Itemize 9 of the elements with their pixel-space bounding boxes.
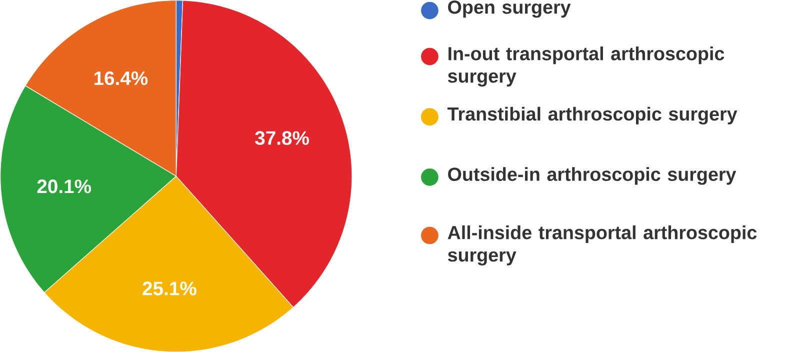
legend-label: All-inside transportal arthroscopic surgery (448, 225, 757, 266)
legend-label: Outside-in arthroscopic surgery (448, 167, 736, 185)
legend-label: In-out transportal arthroscopic surgery (448, 46, 724, 86)
data-label: 37.8% (255, 131, 309, 145)
data-label: 16.4% (94, 71, 148, 85)
legend-label: Transtibial arthroscopic surgery (447, 106, 738, 124)
data-label: 25.1% (142, 281, 196, 296)
legend-label: Open surgery (448, 0, 571, 18)
data-label: 20.1% (37, 179, 92, 194)
